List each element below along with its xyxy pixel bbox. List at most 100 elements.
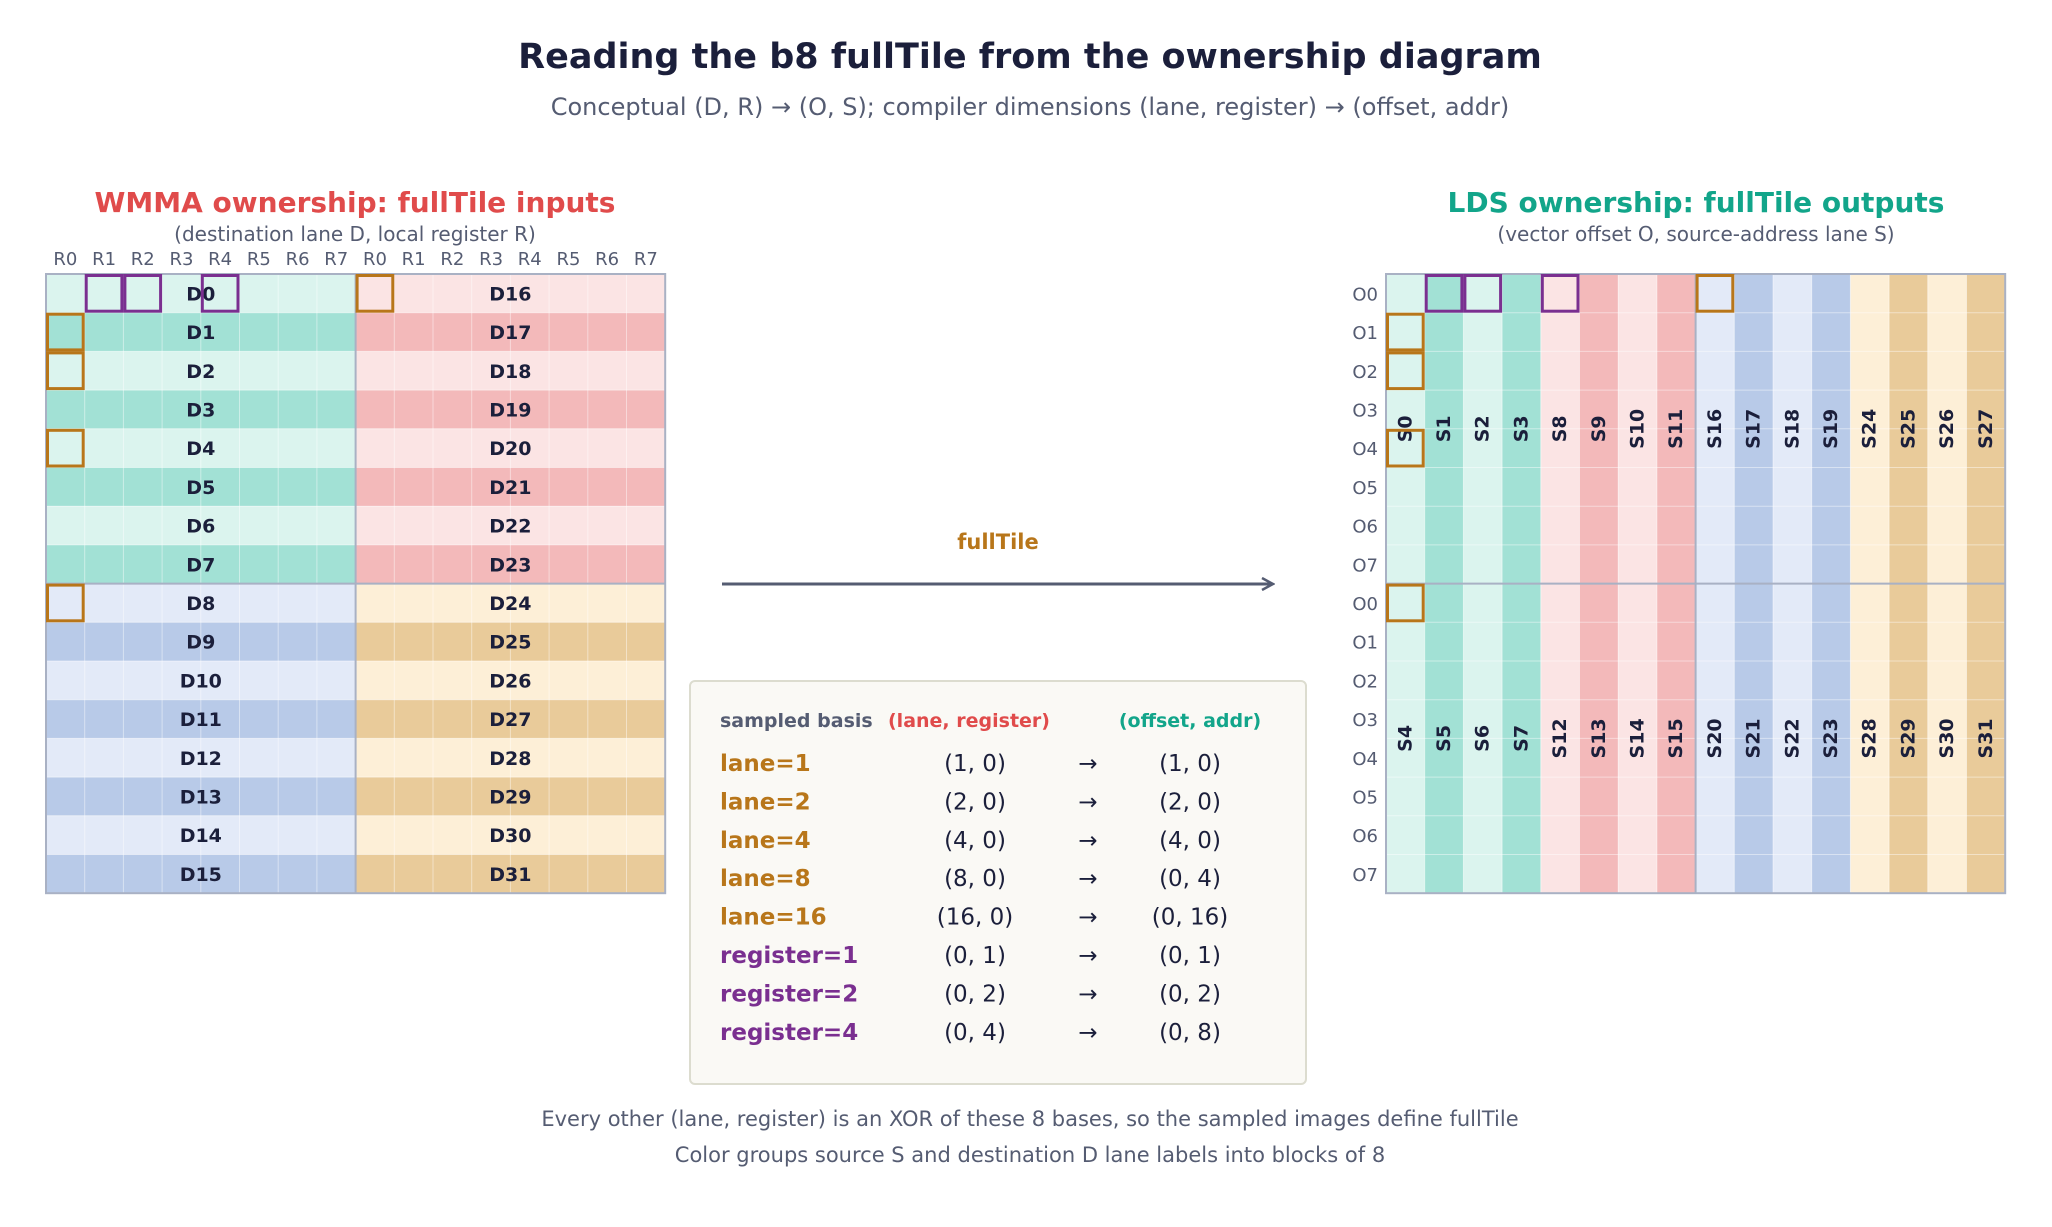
right-lane-label: D28 — [489, 748, 531, 770]
column-label: R7 — [324, 249, 348, 270]
left-row-band — [46, 467, 356, 507]
source-lane-label: S18 — [1781, 409, 1803, 449]
offset-row-label: O2 — [1352, 671, 1378, 692]
source-lane-label: S27 — [1975, 409, 1997, 449]
right-lane-label: D25 — [489, 632, 531, 654]
offset-row-label: O5 — [1352, 478, 1378, 499]
left-row-band — [355, 854, 666, 894]
left-lane-label: D3 — [186, 399, 215, 421]
left-row-band — [355, 815, 666, 855]
offset-row-label: O5 — [1352, 787, 1378, 808]
basis-arrow: → — [1078, 789, 1097, 815]
register-basis-highlight — [123, 274, 163, 313]
lane-basis-highlight — [1386, 312, 1425, 352]
right-panel-subtitle: (vector offset O, source-address lane S) — [1497, 222, 1894, 246]
offset-row-label: O3 — [1352, 710, 1378, 731]
left-panel-title: WMMA ownership: fullTile inputs — [95, 186, 616, 219]
left-lane-label: D13 — [180, 786, 222, 808]
lane-basis-highlight — [1386, 583, 1425, 623]
right-lane-label: D29 — [489, 786, 531, 808]
basis-input: (1, 0) — [944, 751, 1006, 777]
column-label: R5 — [556, 249, 580, 270]
basis-arrow: → — [1078, 828, 1097, 854]
left-row-band — [355, 622, 666, 661]
page-title: Reading the b8 fullTile from the ownersh… — [518, 37, 1542, 77]
offset-row-label: O1 — [1352, 633, 1378, 654]
left-lane-label: D0 — [186, 283, 215, 305]
register-basis-highlight — [200, 274, 240, 313]
column-label: R1 — [92, 249, 116, 270]
source-lane-label: S28 — [1859, 718, 1881, 758]
register-basis-highlight — [84, 274, 124, 313]
left-lane-label: D8 — [186, 593, 215, 615]
source-lane-label: S8 — [1549, 415, 1571, 442]
basis-key: register=4 — [720, 1020, 858, 1046]
basis-output: (1, 0) — [1159, 751, 1221, 777]
footnote-xor: Every other (lane, register) is an XOR o… — [541, 1107, 1518, 1131]
basis-header-sampled: sampled basis — [720, 710, 873, 732]
source-lane-label: S6 — [1472, 725, 1494, 752]
left-lane-label: D7 — [186, 554, 215, 576]
source-lane-label: S31 — [1975, 718, 1997, 758]
right-lane-label: D20 — [489, 438, 531, 460]
left-row-band — [46, 661, 356, 700]
right-lane-label: D16 — [489, 283, 531, 305]
source-lane-label: S25 — [1897, 409, 1919, 449]
source-lane-label: S12 — [1549, 718, 1571, 758]
column-label: R2 — [131, 249, 155, 270]
offset-row-label: O4 — [1352, 749, 1378, 770]
footnote-colors: Color groups source S and destination D … — [675, 1143, 1385, 1167]
register-basis-highlight — [1463, 274, 1503, 313]
left-row-band — [46, 738, 356, 778]
column-label: R3 — [169, 249, 193, 270]
source-lane-label: S7 — [1510, 725, 1532, 752]
basis-key: lane=16 — [720, 905, 827, 931]
column-label: R4 — [518, 249, 542, 270]
offset-row-label: O6 — [1352, 826, 1378, 847]
column-label: R0 — [363, 249, 387, 270]
left-panel-subtitle: (destination lane D, local register R) — [174, 222, 536, 246]
column-label: R6 — [595, 249, 619, 270]
source-lane-label: S30 — [1936, 718, 1958, 758]
source-lane-label: S11 — [1665, 409, 1687, 449]
offset-row-label: O0 — [1352, 594, 1378, 615]
source-lane-label: S20 — [1704, 718, 1726, 758]
basis-input: (16, 0) — [937, 905, 1013, 931]
right-panel-title: LDS ownership: fullTile outputs — [1448, 186, 1945, 219]
left-row-band — [46, 854, 356, 894]
right-lane-label: D26 — [489, 670, 531, 692]
source-lane-label: S1 — [1433, 415, 1455, 442]
left-row-band — [46, 544, 356, 584]
left-lane-label: D12 — [180, 748, 222, 770]
left-row-band — [355, 583, 666, 623]
left-row-band — [46, 777, 356, 816]
column-label: R1 — [402, 249, 426, 270]
left-row-band — [46, 428, 356, 468]
register-basis-highlight — [1540, 274, 1580, 313]
basis-key: register=1 — [720, 943, 858, 969]
right-lane-label: D22 — [489, 516, 531, 538]
left-lane-label: D6 — [186, 516, 215, 538]
left-lane-label: D2 — [186, 361, 215, 383]
page-subtitle: Conceptual (D, R) → (O, S); compiler dim… — [551, 93, 1510, 121]
left-row-band — [46, 815, 356, 855]
lane-basis-highlight — [46, 428, 85, 468]
basis-output: (0, 16) — [1152, 905, 1228, 931]
basis-header-output: (offset, addr) — [1119, 710, 1261, 732]
left-row-band — [355, 777, 666, 816]
source-lane-label: S15 — [1665, 718, 1687, 758]
basis-input: (2, 0) — [944, 789, 1006, 815]
lane-basis-highlight — [1386, 351, 1425, 391]
basis-key: lane=1 — [720, 751, 811, 777]
basis-header-input: (lane, register) — [888, 710, 1050, 732]
basis-input: (0, 4) — [944, 1020, 1006, 1046]
left-row-band — [46, 390, 356, 429]
source-lane-label: S14 — [1627, 718, 1649, 758]
source-lane-label: S5 — [1433, 725, 1455, 752]
right-ownership-grid: S0 S1 S2 S3 S8 S9 S10 S11 S16 S17 S18 S19 S24 S25 S26 S… — [1385, 273, 2007, 895]
left-row-band — [355, 699, 666, 739]
left-lane-label: D15 — [180, 864, 222, 886]
left-row-band — [46, 312, 356, 352]
right-lane-label: D30 — [489, 825, 531, 847]
